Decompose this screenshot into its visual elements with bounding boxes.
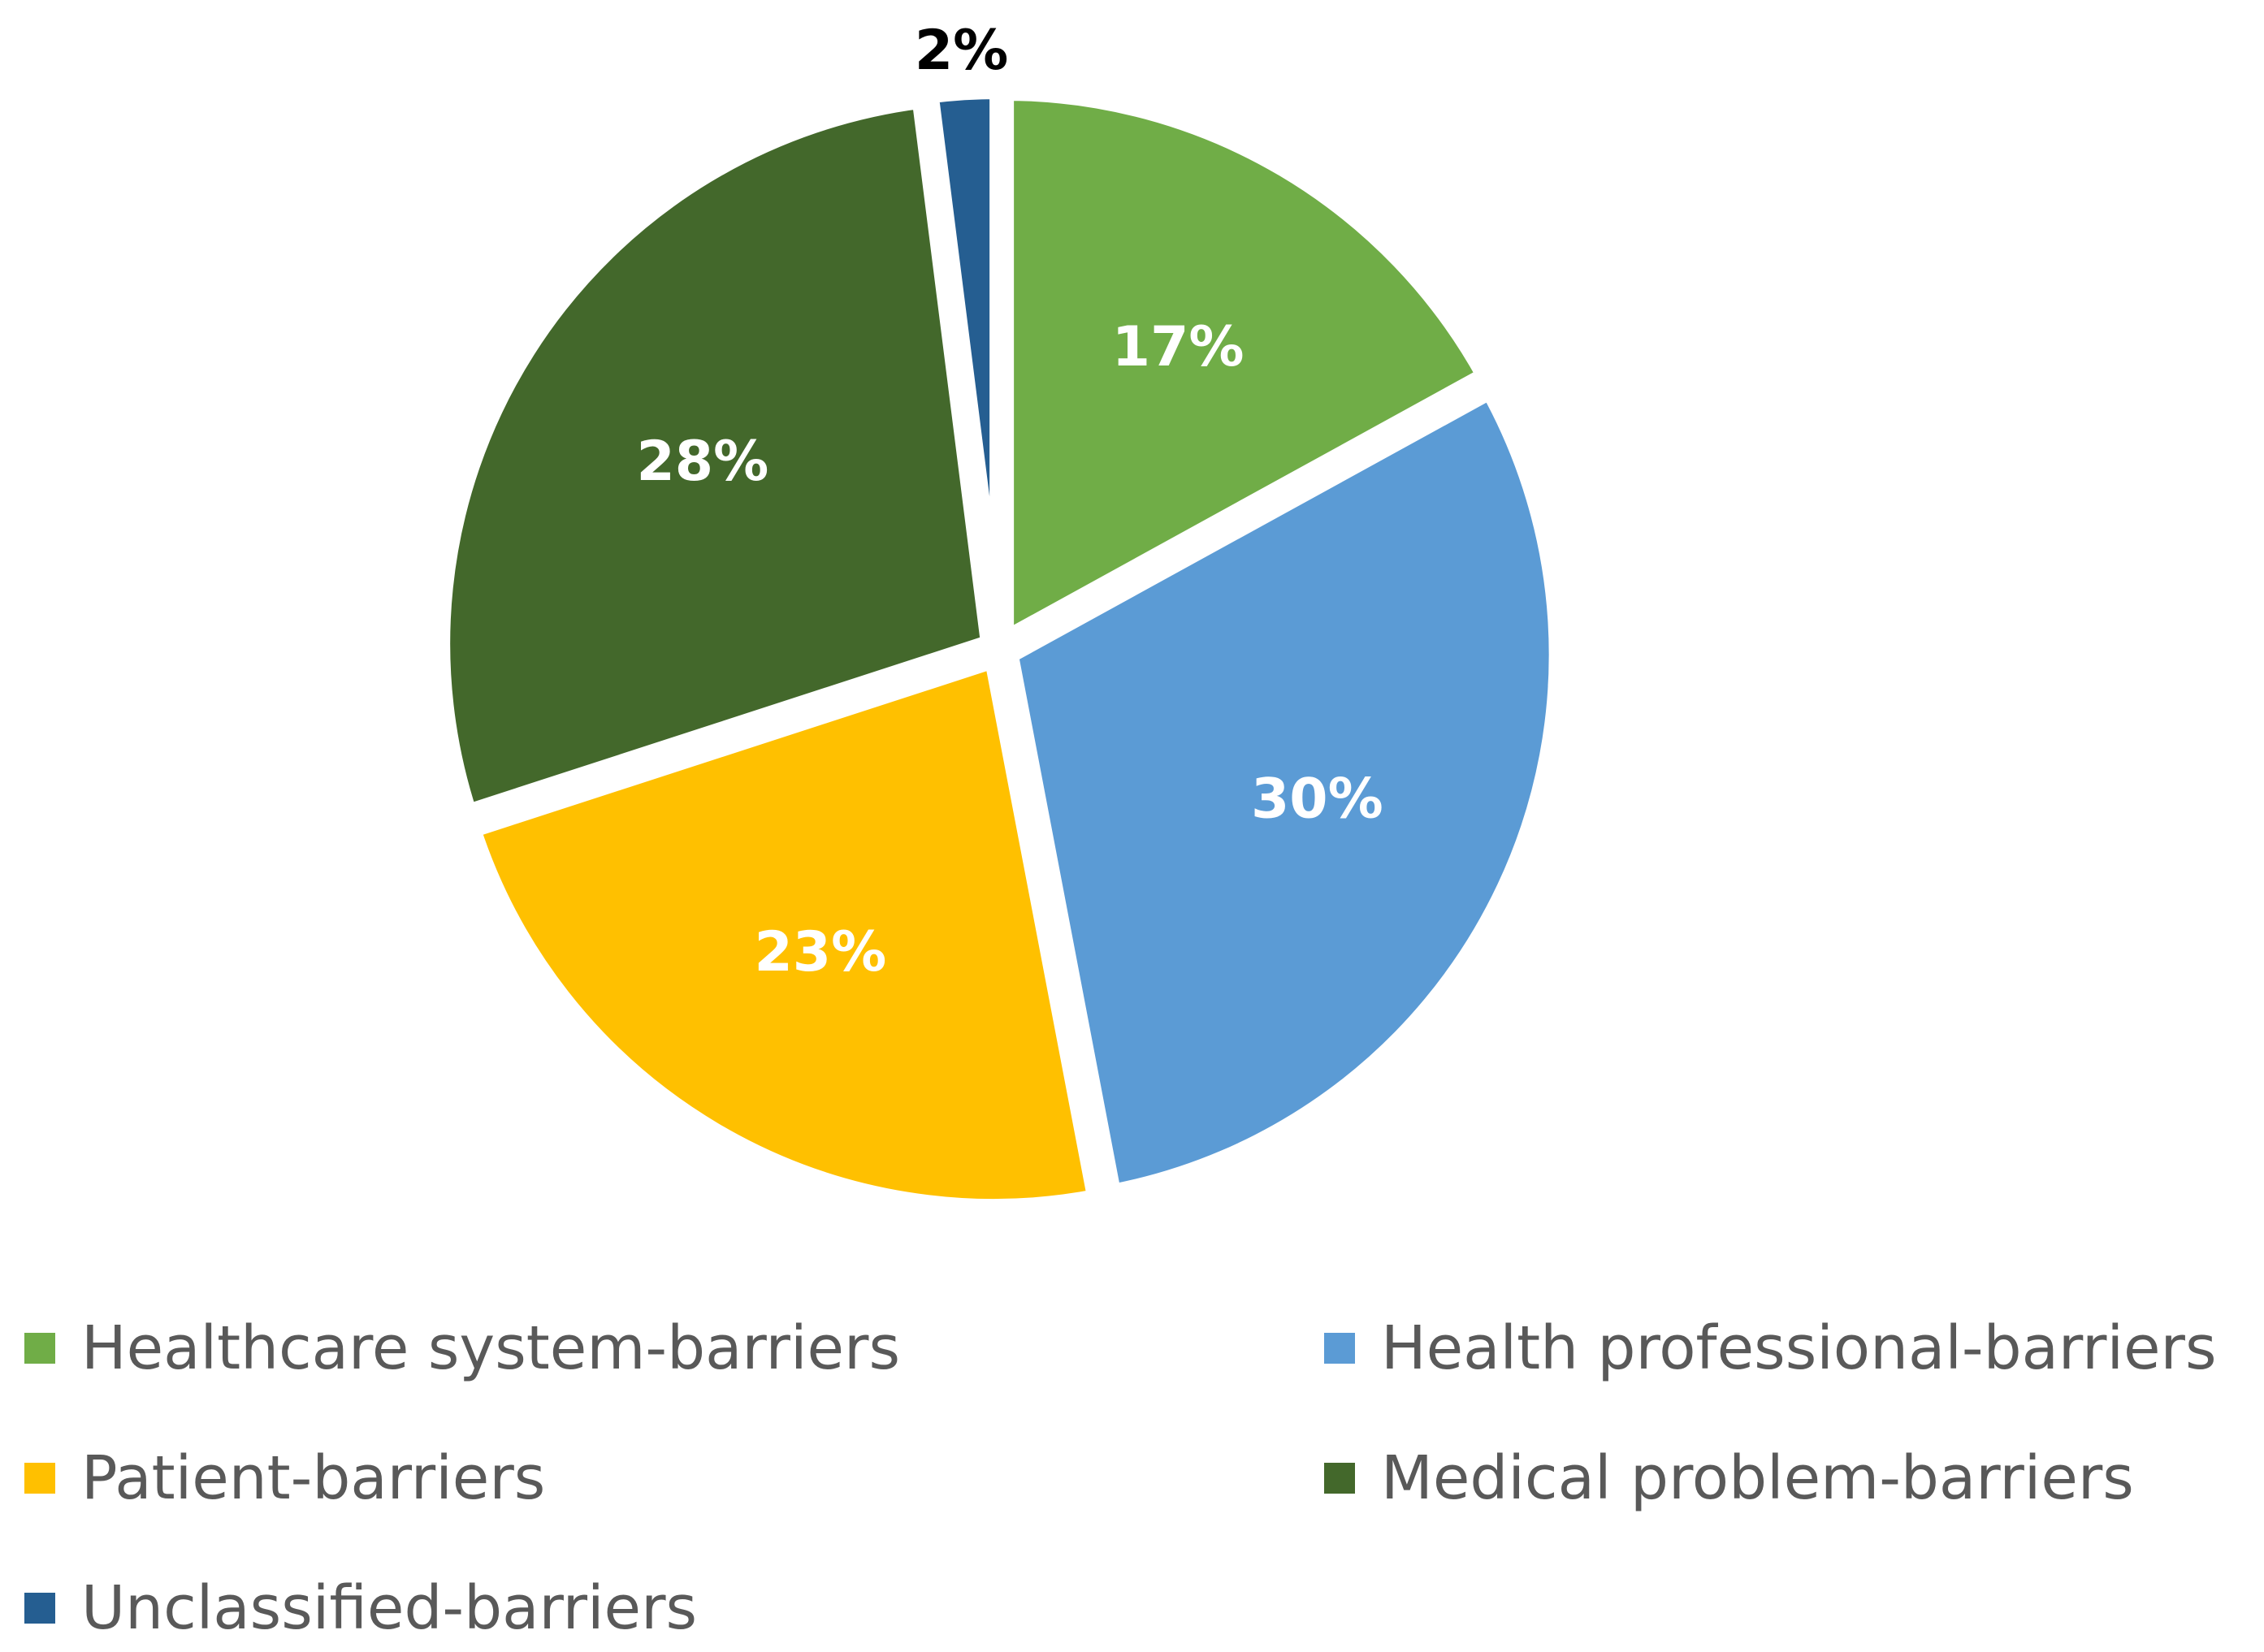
data-label-health-professional: 30% [1251, 768, 1383, 832]
data-label-unclassified: 2% [915, 19, 1008, 83]
legend-swatch-medical-problem [1324, 1463, 1355, 1494]
pie-slice-medical-problem[interactable] [432, 89, 1000, 824]
legend-label-patient: Patient-barriers [81, 1443, 546, 1513]
legend-swatch-healthcare-system [24, 1333, 55, 1364]
legend-swatch-health-professional [1324, 1333, 1355, 1364]
legend-item-unclassified[interactable]: Unclassified-barriers [24, 1572, 697, 1645]
pie-data-labels: 17% 30% 23% 28% 2% [636, 19, 1383, 984]
pie-slice-health-professional[interactable] [999, 378, 1567, 1204]
legend-item-patient[interactable]: Patient-barriers [24, 1442, 545, 1515]
legend-label-medical-problem: Medical problem-barriers [1381, 1443, 2134, 1513]
pie-slice-unclassified[interactable] [920, 81, 1008, 640]
legend-item-health-professional[interactable]: Health professional-barriers [1324, 1312, 2217, 1385]
data-label-medical-problem: 28% [636, 430, 768, 494]
legend-label-healthcare-system: Healthcare system-barriers [81, 1313, 901, 1383]
data-label-healthcare-system: 17% [1112, 315, 1245, 379]
pie-slice-healthcare-system[interactable] [996, 82, 1498, 655]
legend-swatch-patient [24, 1463, 55, 1494]
legend-item-healthcare-system[interactable]: Healthcare system-barriers [24, 1312, 900, 1385]
legend-swatch-unclassified [24, 1593, 55, 1624]
legend-item-medical-problem[interactable]: Medical problem-barriers [1324, 1442, 2134, 1515]
legend-label-unclassified: Unclassified-barriers [81, 1573, 698, 1643]
data-label-patient: 23% [754, 920, 886, 984]
pie-slices [432, 81, 1567, 1217]
pie-slice-patient[interactable] [461, 647, 1107, 1217]
legend-label-health-professional: Health professional-barriers [1381, 1313, 2217, 1383]
